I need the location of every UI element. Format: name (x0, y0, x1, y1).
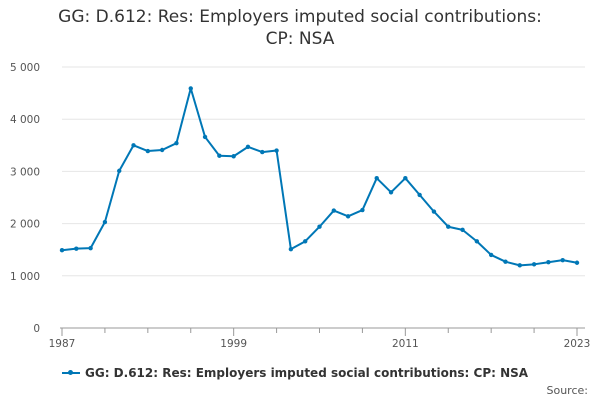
data-point-2015[interactable] (460, 227, 465, 233)
data-point-1993[interactable] (145, 148, 151, 154)
data-point-2010[interactable] (388, 190, 394, 195)
data-point-2008[interactable] (360, 207, 365, 213)
data-point-2012[interactable] (417, 192, 422, 198)
data-point-2016[interactable] (474, 239, 480, 244)
y-tick-label: 0 (33, 323, 40, 335)
data-point-2002[interactable] (274, 148, 279, 153)
y-tick-label: 2 000 (10, 219, 40, 231)
data-point-2000[interactable] (245, 144, 251, 150)
data-point-1992[interactable] (131, 143, 136, 148)
data-point-1991[interactable] (117, 168, 122, 174)
y-tick-label: 3 000 (10, 166, 40, 178)
data-point-1998[interactable] (217, 153, 222, 158)
data-point-2021[interactable] (546, 260, 551, 265)
data-point-2009[interactable] (374, 175, 379, 181)
data-point-2022[interactable] (560, 257, 565, 263)
chart-title: GG: D.612: Res: Employers imputed social… (20, 6, 580, 50)
data-point-2023[interactable] (574, 260, 580, 265)
data-point-2004[interactable] (302, 239, 308, 244)
data-point-1988[interactable] (74, 246, 79, 251)
y-tick-label: 1 000 (10, 271, 40, 283)
data-point-1996[interactable] (188, 86, 193, 91)
data-point-2018[interactable] (503, 259, 508, 264)
chart-title-line-1: GG: D.612: Res: Employers imputed social… (58, 7, 542, 27)
y-axis: 0 1 000 2 000 3 000 4 000 5 000 (10, 62, 40, 335)
data-point-2007[interactable] (345, 214, 351, 219)
x-axis: 1987 1999 2011 2023 (49, 327, 591, 350)
data-point-2003[interactable] (288, 246, 294, 252)
source-label: Source: (546, 384, 589, 397)
data-point-2011[interactable] (403, 175, 408, 181)
gridlines (62, 66, 585, 277)
data-point-2014[interactable] (446, 224, 451, 229)
legend[interactable]: GG: D.612: Res: Employers imputed social… (62, 366, 528, 380)
data-point-2013[interactable] (431, 209, 437, 214)
data-point-1990[interactable] (102, 219, 108, 225)
x-tick-label: 2011 (392, 338, 419, 350)
data-point-2006[interactable] (331, 208, 337, 213)
data-point-1999[interactable] (231, 154, 236, 159)
x-tick-label: 1987 (49, 338, 76, 350)
y-tick-label: 5 000 (10, 62, 40, 74)
chart-title-line-2: CP: NSA (265, 29, 335, 49)
data-point-2019[interactable] (517, 263, 522, 268)
data-point-2020[interactable] (531, 262, 537, 267)
series-group (59, 86, 580, 268)
series-line (61, 87, 578, 267)
data-point-1997[interactable] (202, 134, 208, 140)
data-point-2001[interactable] (260, 149, 265, 155)
legend-line-marker-icon (62, 370, 80, 375)
data-point-1989[interactable] (88, 245, 93, 251)
x-tick-label: 2023 (564, 338, 591, 350)
data-point-1994[interactable] (159, 147, 165, 153)
data-point-2017[interactable] (488, 252, 494, 258)
x-tick-label: 1999 (220, 338, 247, 350)
data-point-1995[interactable] (174, 141, 179, 146)
legend-label: GG: D.612: Res: Employers imputed social… (85, 366, 529, 380)
y-tick-label: 4 000 (10, 114, 40, 126)
data-point-1987[interactable] (59, 248, 65, 253)
data-point-2005[interactable] (317, 224, 322, 229)
